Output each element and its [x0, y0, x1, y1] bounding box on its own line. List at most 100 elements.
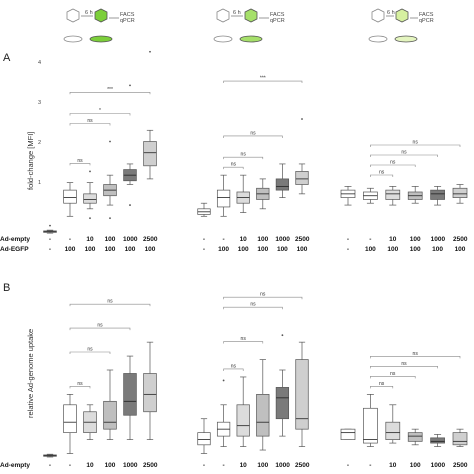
- condition-value: -: [68, 462, 72, 469]
- condition-value: 1000: [275, 236, 290, 243]
- panel-a-group-2-bracket-4: [223, 80, 303, 84]
- panel-a-group-2-box-6-body: [295, 171, 309, 185]
- condition-value: 100: [409, 246, 421, 253]
- condition-value: 100: [296, 246, 308, 253]
- condition-value: 100: [218, 246, 230, 253]
- panel-a-group-2-bracket-3-label: ns: [250, 130, 256, 136]
- y-tick-label: 2: [38, 140, 42, 146]
- panel-b-group-1-box-4-body: [103, 400, 117, 430]
- condition-value: 100: [124, 246, 136, 253]
- panel-a-group-3-box-6-body: [452, 187, 468, 198]
- condition-value: -: [346, 246, 350, 253]
- panel-b-group-3-box-5-body: [430, 437, 445, 444]
- panel-b-group-3-box-2-body: [363, 407, 378, 444]
- panel-a-row-label-ad-empty: Ad-empty: [0, 236, 30, 243]
- panel-b-group-1-box-6-body: [143, 373, 157, 413]
- panel-a-group-3-box-3-body: [385, 189, 401, 200]
- condition-value: -: [202, 236, 206, 243]
- schematic-2-virus-green: [244, 8, 258, 23]
- panel-a-group-2-bracket-2: [223, 156, 264, 160]
- panel-b-group-3-bracket-2-label: ns: [390, 371, 396, 377]
- panel-b-group-2-box-4-body: [256, 394, 270, 437]
- condition-value: 2500: [453, 462, 468, 469]
- panel-b-group-3-box-4-body: [407, 432, 423, 442]
- panel-a-group-3-bracket-1: [370, 174, 394, 177]
- panel-a-group-1-bracket-3-label: *: [99, 108, 101, 114]
- panel-a-group-2-bracket-1-label: ns: [231, 162, 237, 168]
- panel-b-group-1-box-2-body: [63, 404, 77, 433]
- condition-value: 100: [276, 246, 288, 253]
- condition-value: 10: [389, 462, 397, 469]
- panel-a-group-3-bracket-3: [370, 154, 438, 157]
- condition-value: -: [369, 462, 372, 469]
- panel-a-letter: A: [3, 52, 11, 64]
- panel-a-row-label-ad-egfp: Ad-EGFP: [0, 246, 29, 253]
- panel-a-group-1-bracket-2-label: ns: [87, 118, 93, 124]
- condition-value: 100: [84, 246, 96, 253]
- panel-a-group-1-box-4-outlier-1: [109, 217, 111, 220]
- condition-value: 10: [389, 236, 397, 243]
- panel-a-group-2-bracket-1: [223, 166, 244, 170]
- condition-value: -: [48, 246, 52, 253]
- condition-value: 1000: [123, 236, 138, 243]
- schematic-3-virus-grey: [371, 8, 385, 23]
- schematic-2-time: 6 h: [233, 10, 241, 16]
- panel-a-group-1-box-2-body: [63, 189, 77, 204]
- condition-value: 2500: [453, 236, 468, 243]
- panel-b-letter: B: [3, 282, 11, 294]
- panel-b-group-1-bracket-3-label: ns: [97, 323, 103, 329]
- condition-value: 100: [364, 246, 376, 253]
- condition-value: -: [369, 236, 372, 243]
- panel-a-group-1-bracket-2: [69, 123, 111, 126]
- schematic-3-drawing: [368, 8, 418, 43]
- panel-b-group-2-bracket-3-label: ns: [250, 302, 256, 308]
- panel-b-row-label-ad-empty: Ad-empty: [0, 462, 30, 469]
- panel-b-group-2-box-2-outlier-1: [222, 379, 225, 382]
- schematic-2-virus-grey: [216, 8, 230, 23]
- panel-a-group-3-bracket-4-label: ns: [413, 140, 419, 146]
- panel-b-group-3-bracket-1: [370, 386, 394, 389]
- panel-b-group-1-bracket-3: [69, 327, 131, 331]
- panel-b-group-2-bracket-2-label: ns: [241, 336, 247, 342]
- panel-b-group-1-bracket-1-label: ns: [77, 381, 83, 387]
- condition-value: 10: [86, 462, 94, 469]
- y-tick-label: 1: [38, 180, 42, 186]
- panel-b-group-1-bracket-2-label: ns: [87, 347, 93, 353]
- schematic-3-readout-1: FACS: [419, 12, 434, 18]
- schematic-1-dish-grey: [63, 35, 83, 43]
- panel-b-group-2-box-1-body: [197, 432, 211, 446]
- condition-value: 100: [104, 462, 116, 469]
- condition-value: 1000: [123, 462, 138, 469]
- schematic-1-dish-green: [89, 35, 113, 43]
- schematic-1-readout-1: FACS: [120, 12, 135, 18]
- panel-b-group-1-bracket-2: [69, 351, 111, 354]
- condition-value: 100: [257, 246, 269, 253]
- condition-value: 100: [387, 246, 399, 253]
- panel-b-group-2-bracket-1-label: ns: [231, 363, 237, 369]
- schematic-3-virus-green: [395, 8, 409, 23]
- panel-b-group-2-bracket-4-label: ns: [260, 292, 266, 298]
- condition-value: 10: [239, 236, 247, 243]
- schematic-1-drawing: [63, 8, 119, 43]
- schematic-3-dish-grey: [368, 35, 388, 43]
- condition-value: 100: [409, 236, 421, 243]
- panel-a-group-3-bracket-2-label: ns: [390, 160, 396, 166]
- panel-b-group-3-bracket-1-label: ns: [379, 381, 385, 387]
- panel-a-group-1-bracket-1: [69, 163, 91, 166]
- panel-a-group-2-bracket-4-label: ***: [260, 76, 266, 82]
- condition-value: 100: [432, 246, 444, 253]
- schematic-2-readout-1: FACS: [270, 12, 285, 18]
- panel-a-group-2-box-5-body: [275, 178, 290, 191]
- panel-a-group-3-bracket-4: [370, 144, 461, 147]
- condition-value: 100: [104, 236, 116, 243]
- panel-a-group-1-box-3-body: [83, 193, 97, 204]
- condition-value: -: [48, 462, 52, 469]
- panel-a-group-3-bracket-1-label: ns: [379, 170, 385, 176]
- schematic-3-dish-green: [394, 35, 418, 43]
- condition-value: 1000: [430, 462, 446, 469]
- schematic-1-virus-grey: [66, 8, 80, 23]
- schematic-3-readout-2: qPCR: [419, 18, 434, 24]
- condition-value: 2500: [295, 462, 310, 469]
- schematic-1-time: 6 h: [85, 10, 93, 16]
